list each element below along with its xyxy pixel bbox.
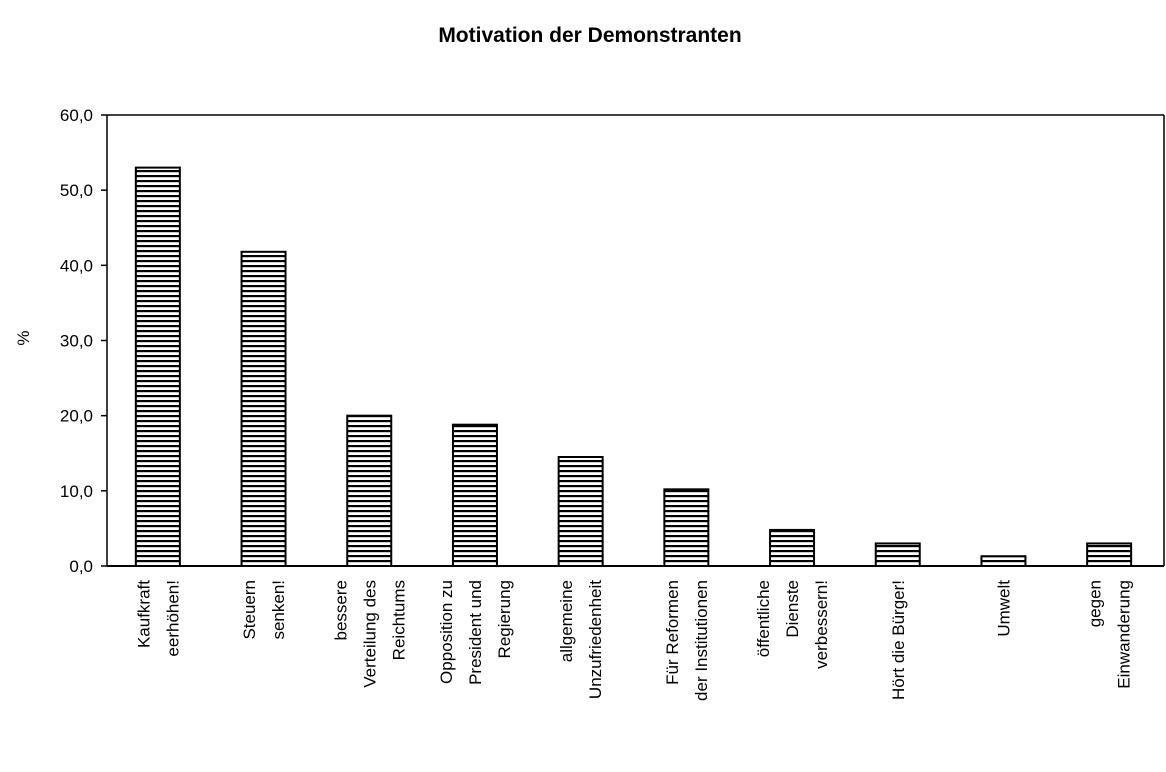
y-axis: 0,0 10,0 20,0 30,0 40,0 50,0 60,0 (60, 106, 107, 576)
y-tick-label: 40,0 (60, 256, 93, 275)
bar (346, 414, 393, 567)
x-category-label-line: verbessern! (812, 580, 831, 669)
x-category-label-line: Steuern (240, 580, 259, 640)
x-category-label: gegen Einwanderung (1086, 580, 1134, 689)
x-category-label-line: eerhöhen! (163, 580, 182, 657)
y-tick-label: 60,0 (60, 106, 93, 125)
x-category-label-line: Umwelt (994, 580, 1013, 637)
bar (451, 423, 498, 568)
x-category-label: Hört die Bürger! (889, 580, 908, 700)
x-category-label-line: der Institutionen (692, 580, 711, 701)
y-tick-label: 10,0 (60, 482, 93, 501)
bar (134, 166, 181, 567)
x-category-label-line: Für Reformen (663, 580, 682, 685)
x-category-label-line: Dienste (783, 580, 802, 638)
bars (134, 166, 1133, 568)
x-category-label-line: senken! (269, 580, 288, 640)
x-category-label: Für Reformen der Institutionen (663, 580, 711, 701)
x-category-label-line: Regierung (495, 580, 514, 658)
bar (240, 250, 287, 567)
x-category-label-line: bessere (331, 580, 350, 640)
y-tick-label: 50,0 (60, 181, 93, 200)
x-category-label: Steuern senken! (240, 580, 288, 640)
x-category-label-line: Unzufriedenheit (586, 580, 605, 699)
x-axis-labels: Kaufkraft eerhöhen! Steuern senken! bessere V… (134, 580, 1133, 701)
bar (980, 555, 1027, 567)
x-category-label-line: Verteilung des (360, 580, 379, 688)
x-category-label-line: Hört die Bürger! (889, 580, 908, 700)
x-category-label-line: President und (466, 580, 485, 685)
y-axis-label: % (14, 330, 33, 345)
x-category-label: Kaufkraft eerhöhen! (134, 580, 182, 657)
x-category-label: öffentliche Dienste verbessern! (754, 580, 831, 669)
y-tick-label: 0,0 (69, 557, 93, 576)
bar (769, 528, 816, 567)
bar (1086, 542, 1133, 568)
x-category-label: allgemeine Unzufriedenheit (557, 580, 605, 699)
x-category-label: Opposition zu President und Regierung (437, 580, 514, 685)
y-tick-label: 30,0 (60, 332, 93, 351)
x-category-label-line: öffentliche (754, 580, 773, 657)
x-category-label-line: gegen (1086, 580, 1105, 627)
chart-title: Motivation der Demonstranten (438, 24, 741, 47)
x-category-label-line: Kaufkraft (134, 580, 153, 648)
x-category-label-line: Einwanderung (1115, 580, 1134, 689)
bar (557, 456, 604, 567)
x-category-label: bessere Verteilung des Reichtums (331, 580, 408, 688)
x-category-label-line: Reichtums (389, 580, 408, 660)
x-category-label-line: Opposition zu (437, 580, 456, 684)
bar (874, 542, 921, 568)
x-category-label-line: allgemeine (557, 580, 576, 662)
bar (663, 488, 710, 567)
x-category-label: Umwelt (994, 580, 1013, 637)
y-tick-label: 20,0 (60, 407, 93, 426)
